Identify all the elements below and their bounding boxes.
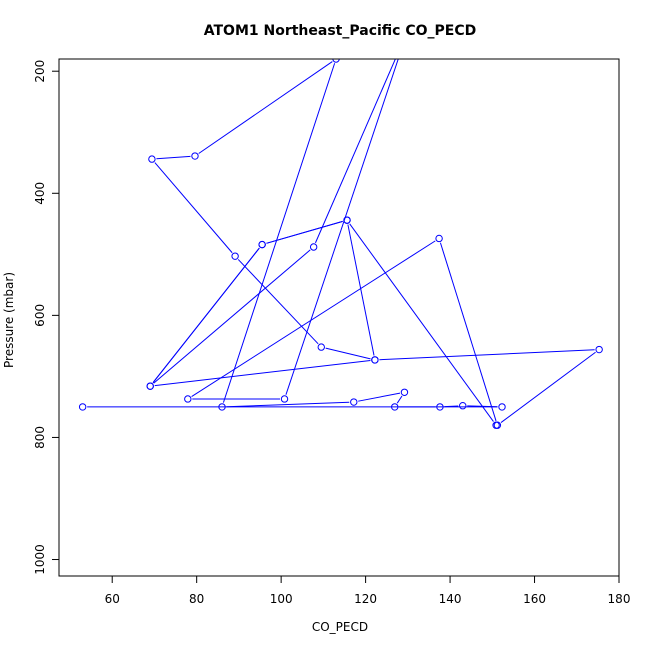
x-axis-label: CO_PECD — [312, 620, 368, 634]
x-tick-label: 100 — [270, 592, 293, 606]
y-tick-label: 800 — [33, 426, 47, 449]
series-segment — [153, 249, 311, 384]
series-segment — [314, 59, 396, 244]
series-segment — [226, 401, 350, 408]
y-axis: 200 400 600 800 1000 — [33, 60, 59, 575]
data-point — [435, 234, 443, 243]
series-segment — [222, 63, 336, 403]
data-point — [332, 59, 340, 63]
series-segment — [237, 259, 319, 345]
data-point — [371, 356, 379, 364]
data-point — [391, 403, 399, 411]
series-segment — [152, 247, 260, 383]
series-segment — [154, 162, 233, 254]
y-tick-label: 200 — [33, 60, 47, 83]
data-point — [343, 216, 351, 224]
data-point — [191, 152, 199, 160]
data-point — [78, 403, 87, 411]
data-point — [493, 421, 502, 429]
data-point — [280, 395, 289, 403]
y-tick-label: 600 — [33, 304, 47, 327]
x-tick-label: 180 — [608, 592, 631, 606]
y-axis-label: Pressure (mbar) — [2, 272, 16, 368]
data-point — [146, 382, 154, 390]
data-point — [231, 252, 239, 260]
data-point — [459, 402, 467, 410]
series-segment — [439, 242, 497, 422]
data-point — [148, 155, 156, 163]
x-tick-label: 80 — [189, 592, 204, 606]
series-segment — [379, 349, 595, 361]
series-segment — [198, 61, 333, 154]
data-point — [400, 388, 409, 396]
series-segment — [266, 220, 343, 244]
data-point — [184, 395, 192, 403]
data-point — [595, 345, 603, 354]
data-point — [258, 240, 266, 249]
series-segment — [325, 347, 371, 360]
x-tick-label: 120 — [354, 592, 377, 606]
x-tick-label: 60 — [105, 592, 120, 606]
chart-title: ATOM1 Northeast_Pacific CO_PECD — [204, 23, 477, 39]
series-segment — [285, 59, 399, 395]
series-segment — [500, 351, 596, 423]
series-segment — [358, 392, 401, 402]
data-point — [218, 403, 226, 411]
y-tick-label: 400 — [33, 182, 47, 205]
y-tick-label: 1000 — [33, 544, 47, 575]
series-segment — [154, 359, 371, 387]
data-point — [350, 398, 358, 406]
series-segment — [349, 223, 494, 422]
data-point — [309, 243, 318, 251]
series-segment — [396, 395, 403, 404]
data-point — [436, 403, 444, 411]
data-point — [317, 343, 325, 351]
x-axis: 60 80 100 120 140 160 180 — [105, 576, 631, 606]
series-segment — [347, 224, 375, 356]
x-tick-label: 160 — [523, 592, 546, 606]
plot-marks — [78, 59, 603, 429]
x-tick-label: 140 — [439, 592, 462, 606]
plot-frame — [58, 58, 620, 577]
series-segment — [191, 240, 436, 397]
data-point — [498, 403, 506, 411]
series-segment — [156, 155, 191, 160]
